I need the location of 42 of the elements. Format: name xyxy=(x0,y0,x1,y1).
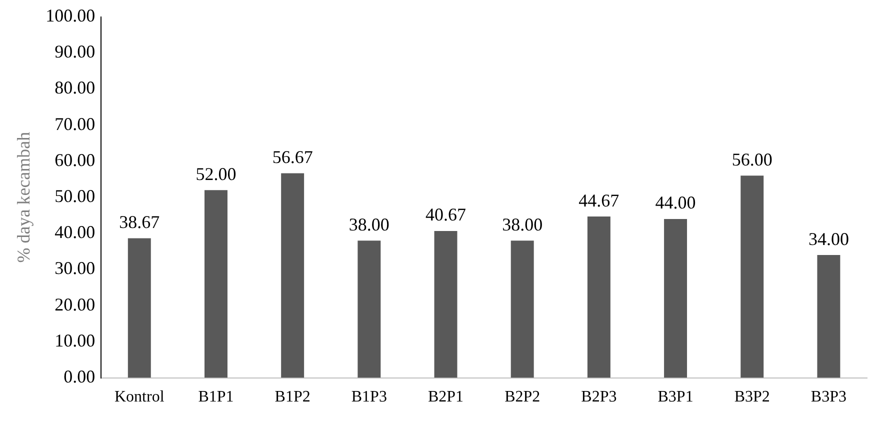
data-label: 56.00 xyxy=(732,149,772,170)
bar xyxy=(587,216,610,378)
bar xyxy=(510,240,534,378)
y-tick-label: 70.00 xyxy=(54,114,96,134)
y-tick-label: 40.00 xyxy=(54,222,96,242)
y-tick-label: 80.00 xyxy=(54,78,96,98)
x-tick-label: B3P3 xyxy=(810,388,846,406)
y-tick-label: 60.00 xyxy=(54,150,96,170)
x-tick-label: B2P1 xyxy=(428,388,464,406)
data-label: 38.67 xyxy=(119,212,160,232)
x-tick-label: B1P3 xyxy=(351,388,387,406)
x-tick-label: Kontrol xyxy=(114,388,165,406)
y-axis-title: % daya kecambah xyxy=(14,132,34,263)
y-tick-label: 10.00 xyxy=(54,330,96,350)
bar xyxy=(434,230,458,378)
data-label: 44.67 xyxy=(578,190,620,210)
x-tick-label: B2P2 xyxy=(504,388,540,406)
x-tick-label: B2P3 xyxy=(581,388,617,406)
bar xyxy=(358,240,381,378)
data-label: 52.00 xyxy=(196,164,236,184)
data-label: 40.67 xyxy=(426,204,466,225)
data-label: 38.00 xyxy=(348,214,390,234)
bar xyxy=(817,255,840,378)
x-tick-label: B1P2 xyxy=(274,388,310,406)
y-tick-label: 100.00 xyxy=(46,6,96,26)
bar xyxy=(740,176,764,378)
y-tick-label: 50.00 xyxy=(54,186,96,206)
bar xyxy=(128,238,151,378)
bar xyxy=(281,173,304,378)
y-tick-label: 20.00 xyxy=(54,294,96,314)
data-label: 56.67 xyxy=(272,146,313,167)
data-label: 34.00 xyxy=(808,228,849,249)
x-tick-label: B3P1 xyxy=(658,388,694,406)
x-tick-label: B3P2 xyxy=(734,388,770,406)
bar xyxy=(204,190,228,378)
y-tick-label: 30.00 xyxy=(54,258,96,278)
y-tick-label: 0.00 xyxy=(64,366,96,387)
y-tick-label: 90.00 xyxy=(54,42,96,62)
x-tick-label: B1P1 xyxy=(198,388,234,406)
bar xyxy=(664,218,688,378)
data-label: 38.00 xyxy=(502,214,543,234)
data-label: 44.00 xyxy=(655,192,696,213)
